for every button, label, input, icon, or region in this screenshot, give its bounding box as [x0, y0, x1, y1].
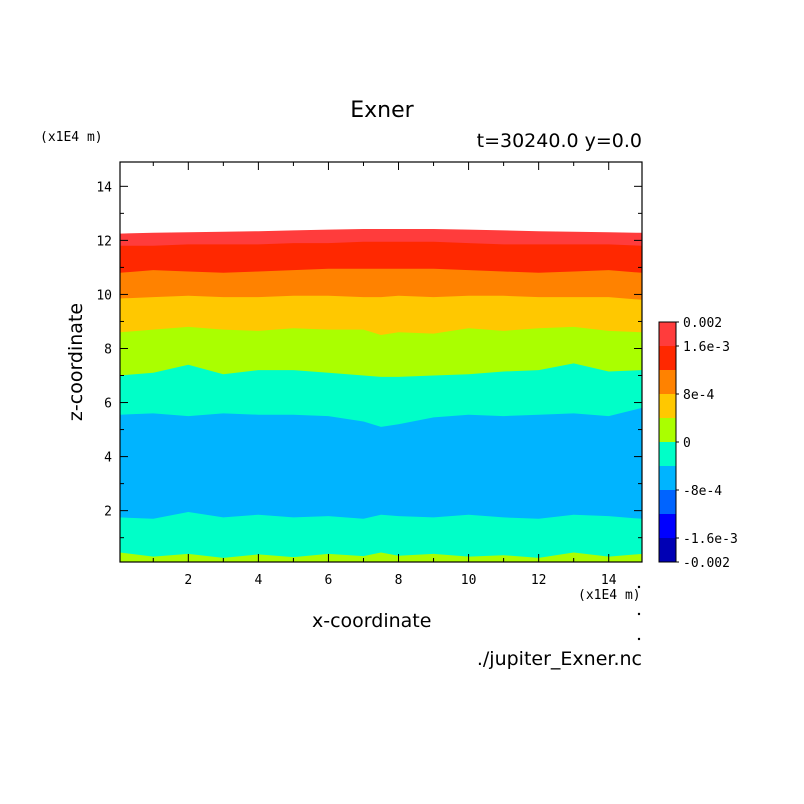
colorbar-label: 0 — [683, 436, 691, 451]
x-tick-label: 4 — [254, 573, 262, 588]
y-tick-label: 6 — [104, 397, 112, 412]
y-tick-label: 2 — [104, 505, 112, 520]
axis-ticks: 2 4 6 8 10 12 14 2 4 6 8 10 12 14 — [96, 162, 642, 588]
colorbar-swatch — [659, 418, 676, 442]
colorbar-label: -1.6e-3 — [683, 532, 738, 547]
plot-frame — [119, 161, 643, 563]
x-axis-unit: (x1E4 m) — [578, 588, 641, 603]
colorbar-swatch — [659, 514, 676, 538]
y-tick-label: 4 — [104, 451, 112, 466]
colorbar-swatch — [659, 538, 676, 562]
y-tick-label: 12 — [96, 234, 112, 249]
chart-subtitle: t=30240.0 y=0.0 — [476, 130, 642, 152]
x-tick-label: 10 — [461, 573, 477, 588]
colorbar-label: -8e-4 — [683, 484, 722, 499]
y-tick-label: 10 — [96, 288, 112, 303]
colorbar: 0.002 1.6e-3 8e-4 0 -8e-4 -1.6e-3 -0.002 — [658, 316, 738, 571]
colorbar-swatch — [659, 322, 676, 346]
chart-title: Exner — [350, 98, 414, 123]
margin-dot — [637, 585, 641, 589]
contour-band — [120, 512, 642, 562]
colorbar-label: 0.002 — [683, 316, 722, 331]
colorbar-swatch — [659, 394, 676, 418]
x-tick-label: 2 — [184, 573, 192, 588]
source-file-label: ./jupiter_Exner.nc — [476, 648, 642, 670]
colorbar-swatch — [659, 370, 676, 394]
colorbar-swatch — [659, 466, 676, 490]
y-tick-label: 14 — [96, 180, 112, 195]
colorbar-swatch — [659, 442, 676, 466]
colorbar-label: 1.6e-3 — [683, 340, 730, 355]
y-axis-unit: (x1E4 m) — [40, 130, 103, 145]
contour-bands — [120, 229, 642, 562]
margin-dot — [637, 612, 641, 616]
x-tick-label: 8 — [395, 573, 403, 588]
colorbar-swatch — [659, 346, 676, 370]
colorbar-swatch — [659, 490, 676, 514]
x-tick-label: 6 — [325, 573, 333, 588]
colorbar-label: -0.002 — [683, 556, 730, 571]
margin-dots — [637, 585, 641, 641]
x-axis-label: x-coordinate — [312, 610, 432, 632]
contour-band — [120, 552, 642, 562]
x-tick-label: 12 — [531, 573, 547, 588]
x-tick-label: 14 — [601, 573, 617, 588]
margin-dot — [637, 637, 641, 641]
colorbar-label: 8e-4 — [683, 388, 714, 403]
y-tick-label: 8 — [104, 342, 112, 357]
